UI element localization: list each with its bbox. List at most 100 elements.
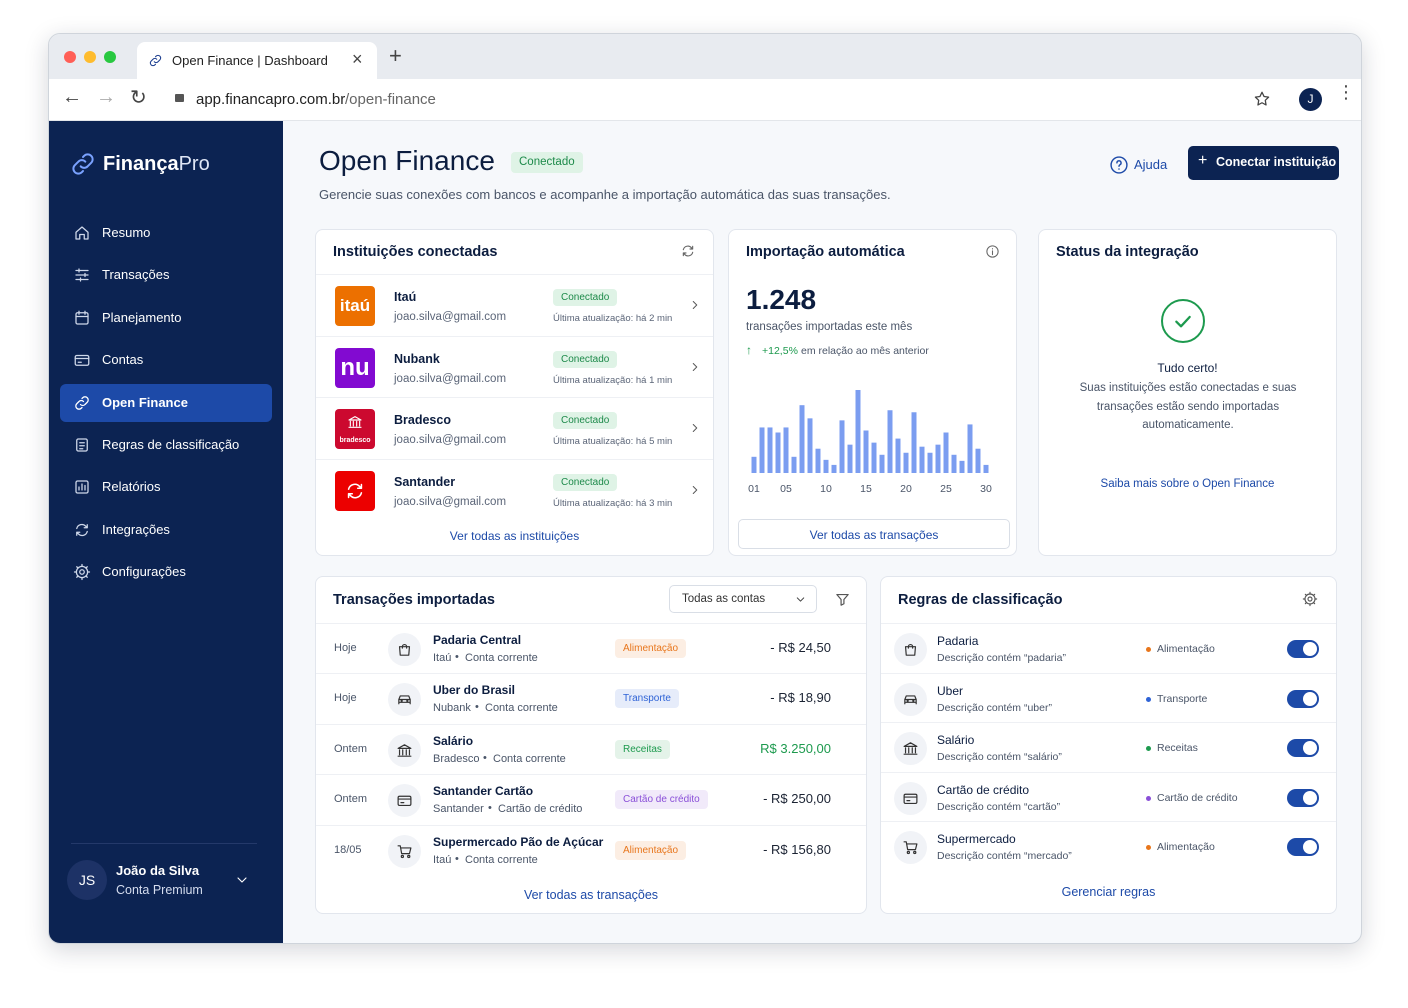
cta-button[interactable]: + Conectar instituição	[1188, 146, 1339, 180]
institution-email: joao.silva@gmail.com	[394, 311, 507, 323]
transaction-account: Conta corrente	[465, 652, 538, 664]
toggle[interactable]	[1287, 788, 1319, 807]
nav-icon	[76, 438, 88, 452]
bar	[791, 456, 797, 473]
nav-icon-part	[78, 483, 86, 492]
user-menu[interactable]	[234, 872, 250, 888]
account-filter[interactable]: Todas as contas	[669, 585, 817, 613]
settings-part	[1307, 596, 1313, 602]
chevron-part	[692, 485, 698, 494]
institution-updated: Última atualização: há 5 min	[553, 436, 673, 447]
help-button[interactable]: Ajuda	[1109, 154, 1171, 176]
bank-logo-mark-part	[348, 416, 362, 428]
bar	[831, 464, 837, 473]
transaction-row: Ontem Santander Cartão Santander • Cartão de…	[316, 774, 866, 825]
profile-avatar[interactable]: J	[1299, 88, 1322, 111]
dropdown-arrow	[796, 597, 805, 602]
status-text: Suas instituições estão conectadas e sua…	[1079, 382, 1297, 431]
bar	[783, 427, 789, 473]
nav-item[interactable]: Open Finance	[60, 383, 272, 422]
filter[interactable]	[834, 591, 851, 608]
nav-icon-part	[75, 268, 89, 283]
address-bar: ← → ↻ app.financapro.com.br/open-finance J ⋮	[49, 79, 1361, 121]
nav-icon-part	[76, 438, 88, 452]
chevron	[692, 485, 698, 494]
institution-row[interactable]: Santander joao.silva@gmail.com Conectado Úl…	[316, 458, 713, 521]
rule-icon	[903, 793, 918, 804]
rule-row: Cartão de crédito Descrição contém “cartã…	[881, 771, 1336, 822]
nav-item[interactable]: Integrações	[60, 511, 272, 549]
bar	[951, 454, 957, 473]
bank-logo: nu	[335, 347, 375, 388]
bar	[855, 390, 861, 473]
badge: Conectado	[553, 473, 618, 491]
rule-icon	[903, 841, 918, 855]
toggle[interactable]	[1287, 739, 1319, 758]
new-tab[interactable]: +	[389, 43, 402, 68]
link[interactable]: Ver todas as instituições	[449, 529, 580, 543]
rule-description: Descrição contém “cartão”	[937, 800, 1061, 813]
institution-row[interactable]: nu Nubank joao.silva@gmail.com Conectado Últ…	[316, 335, 713, 398]
bar	[807, 418, 813, 473]
status-card: Status da integração Tudo certo! Suas inst…	[1038, 229, 1337, 556]
rule-description: Descrição contém “mercado”	[937, 850, 1072, 863]
institution-row[interactable]: itaú Itaú joao.silva@gmail.com Conectado Últ…	[316, 274, 713, 336]
card-title: Transações importadas	[333, 592, 495, 608]
window-control	[84, 51, 96, 63]
nav-icon-part	[74, 355, 90, 367]
nav-label: Resumo	[102, 225, 151, 240]
transaction-row: Hoje Padaria Central Itaú • Conta corrente Al…	[316, 623, 866, 674]
toggle-knob	[1303, 840, 1317, 855]
institution-row[interactable]: bradesco Bradesco joao.silva@gmail.com Cone…	[316, 397, 713, 459]
bar	[751, 456, 757, 473]
settings[interactable]	[1302, 591, 1318, 607]
toggle[interactable]	[1287, 689, 1319, 708]
chevron-part	[692, 362, 698, 371]
rule-icon-bg	[894, 831, 927, 865]
transaction-icon-part	[397, 744, 412, 757]
back[interactable]: ←	[62, 86, 82, 108]
chevron-part	[692, 424, 698, 432]
nav-item[interactable]: Configurações	[60, 553, 272, 591]
forward[interactable]: →	[96, 86, 116, 108]
institution-name: Nubank	[394, 351, 440, 366]
link[interactable]: Saiba mais sobre o Open Finance	[1100, 478, 1275, 490]
bank-logo-text: bradesco	[339, 437, 371, 444]
nav-item[interactable]: Transações	[60, 256, 272, 294]
help-label: Ajuda	[1134, 157, 1168, 172]
transaction-icon-part	[407, 854, 411, 858]
rule-icon-part	[906, 851, 911, 855]
url-domain: app.financapro.com.br	[196, 91, 346, 108]
link[interactable]: Ver todas as transações	[523, 888, 659, 902]
nav-icon	[75, 268, 89, 283]
nav-item[interactable]: Regras de classificação	[60, 426, 272, 464]
nav-item[interactable]: Relatórios	[60, 468, 272, 506]
bar	[919, 446, 925, 473]
refresh[interactable]	[680, 243, 696, 259]
menu[interactable]: ⋮	[1337, 82, 1355, 102]
nav-icon-part	[73, 564, 91, 581]
all-transactions-button[interactable]: Ver todas as transações	[738, 519, 1010, 549]
x-tick-label: 10	[820, 483, 832, 495]
reload[interactable]: ↻	[130, 87, 147, 109]
chevron	[692, 424, 698, 432]
transaction-bank: Bradesco	[433, 752, 480, 765]
toggle[interactable]	[1287, 838, 1319, 857]
transaction-icon-bg	[388, 834, 421, 868]
transaction-icon-bg	[388, 633, 421, 666]
change-arrow: ↑	[746, 343, 752, 357]
toggle-knob	[1303, 790, 1317, 805]
bar	[767, 427, 773, 473]
link[interactable]: Gerenciar regras	[1061, 885, 1156, 899]
bar	[959, 460, 965, 473]
bar	[927, 452, 933, 473]
tab[interactable]: Open Finance | Dashboard ×	[137, 42, 377, 79]
toggle[interactable]	[1287, 640, 1319, 658]
nav-item[interactable]: Contas	[60, 341, 272, 379]
account-filter-label: Todas as contas	[682, 593, 766, 605]
bank-logo: bradesco	[335, 409, 375, 449]
nav-item[interactable]: Resumo	[60, 214, 272, 252]
nav-label: Relatórios	[102, 479, 161, 495]
nav-icon	[74, 355, 90, 367]
nav-item[interactable]: Planejamento	[60, 299, 272, 337]
